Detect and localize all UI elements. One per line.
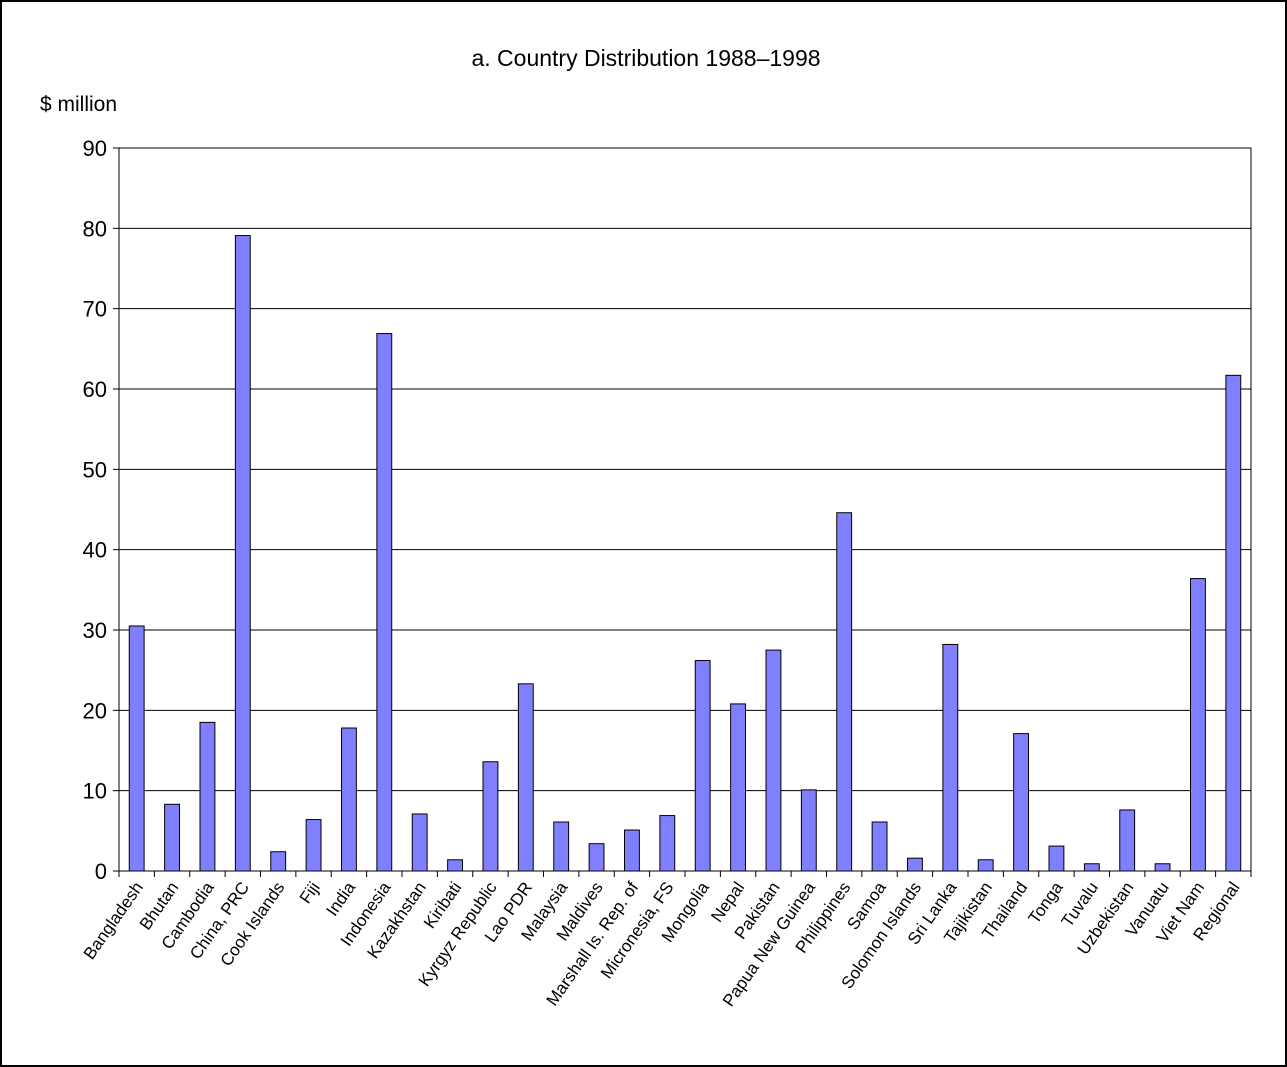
bar	[942, 643, 959, 872]
bar	[482, 761, 499, 872]
bar	[871, 821, 888, 872]
bar	[1013, 733, 1029, 872]
bar	[305, 819, 322, 872]
y-tick-label: 20	[83, 698, 107, 723]
y-axis: 0 10 20 30 40 50 60 70 80 90	[83, 136, 119, 884]
bar	[199, 721, 216, 872]
y-tick-label: 90	[83, 136, 107, 161]
y-tick-label: 50	[83, 457, 107, 482]
bar	[1083, 863, 1100, 872]
bar	[447, 859, 463, 872]
bar	[765, 649, 782, 872]
bar	[270, 851, 287, 872]
plot-area-border	[118, 147, 1252, 872]
y-tick-label: 70	[83, 297, 107, 322]
bar	[659, 815, 676, 872]
bar	[1119, 809, 1136, 872]
y-tick-label: 40	[83, 538, 107, 563]
bar	[517, 683, 534, 872]
bar	[128, 625, 145, 872]
bar	[164, 803, 180, 872]
y-tick-label: 10	[83, 779, 107, 804]
bar	[1225, 374, 1242, 872]
bar	[907, 857, 923, 872]
y-axis-unit-label: $ million	[40, 93, 117, 116]
bars	[128, 235, 1242, 872]
x-tick-label: Fiji	[296, 878, 324, 907]
chart-title: a. Country Distribution 1988–1998	[471, 45, 820, 71]
bar	[234, 235, 251, 872]
gridlines	[119, 227, 1251, 792]
bar	[836, 512, 853, 872]
y-tick-label: 60	[83, 377, 107, 402]
y-tick-label: 0	[95, 859, 107, 884]
bar	[588, 843, 605, 872]
bar	[1154, 863, 1171, 872]
bar	[1190, 578, 1206, 872]
bar	[376, 333, 393, 872]
bar	[694, 660, 711, 872]
bar	[624, 829, 640, 872]
y-tick-label: 80	[83, 216, 107, 241]
y-tick-label: 30	[83, 618, 107, 643]
bar	[411, 813, 428, 872]
bar	[800, 789, 817, 872]
bar	[1048, 845, 1065, 872]
bar	[553, 821, 570, 872]
bar	[730, 703, 746, 872]
bar	[341, 727, 357, 872]
bar	[977, 859, 994, 872]
